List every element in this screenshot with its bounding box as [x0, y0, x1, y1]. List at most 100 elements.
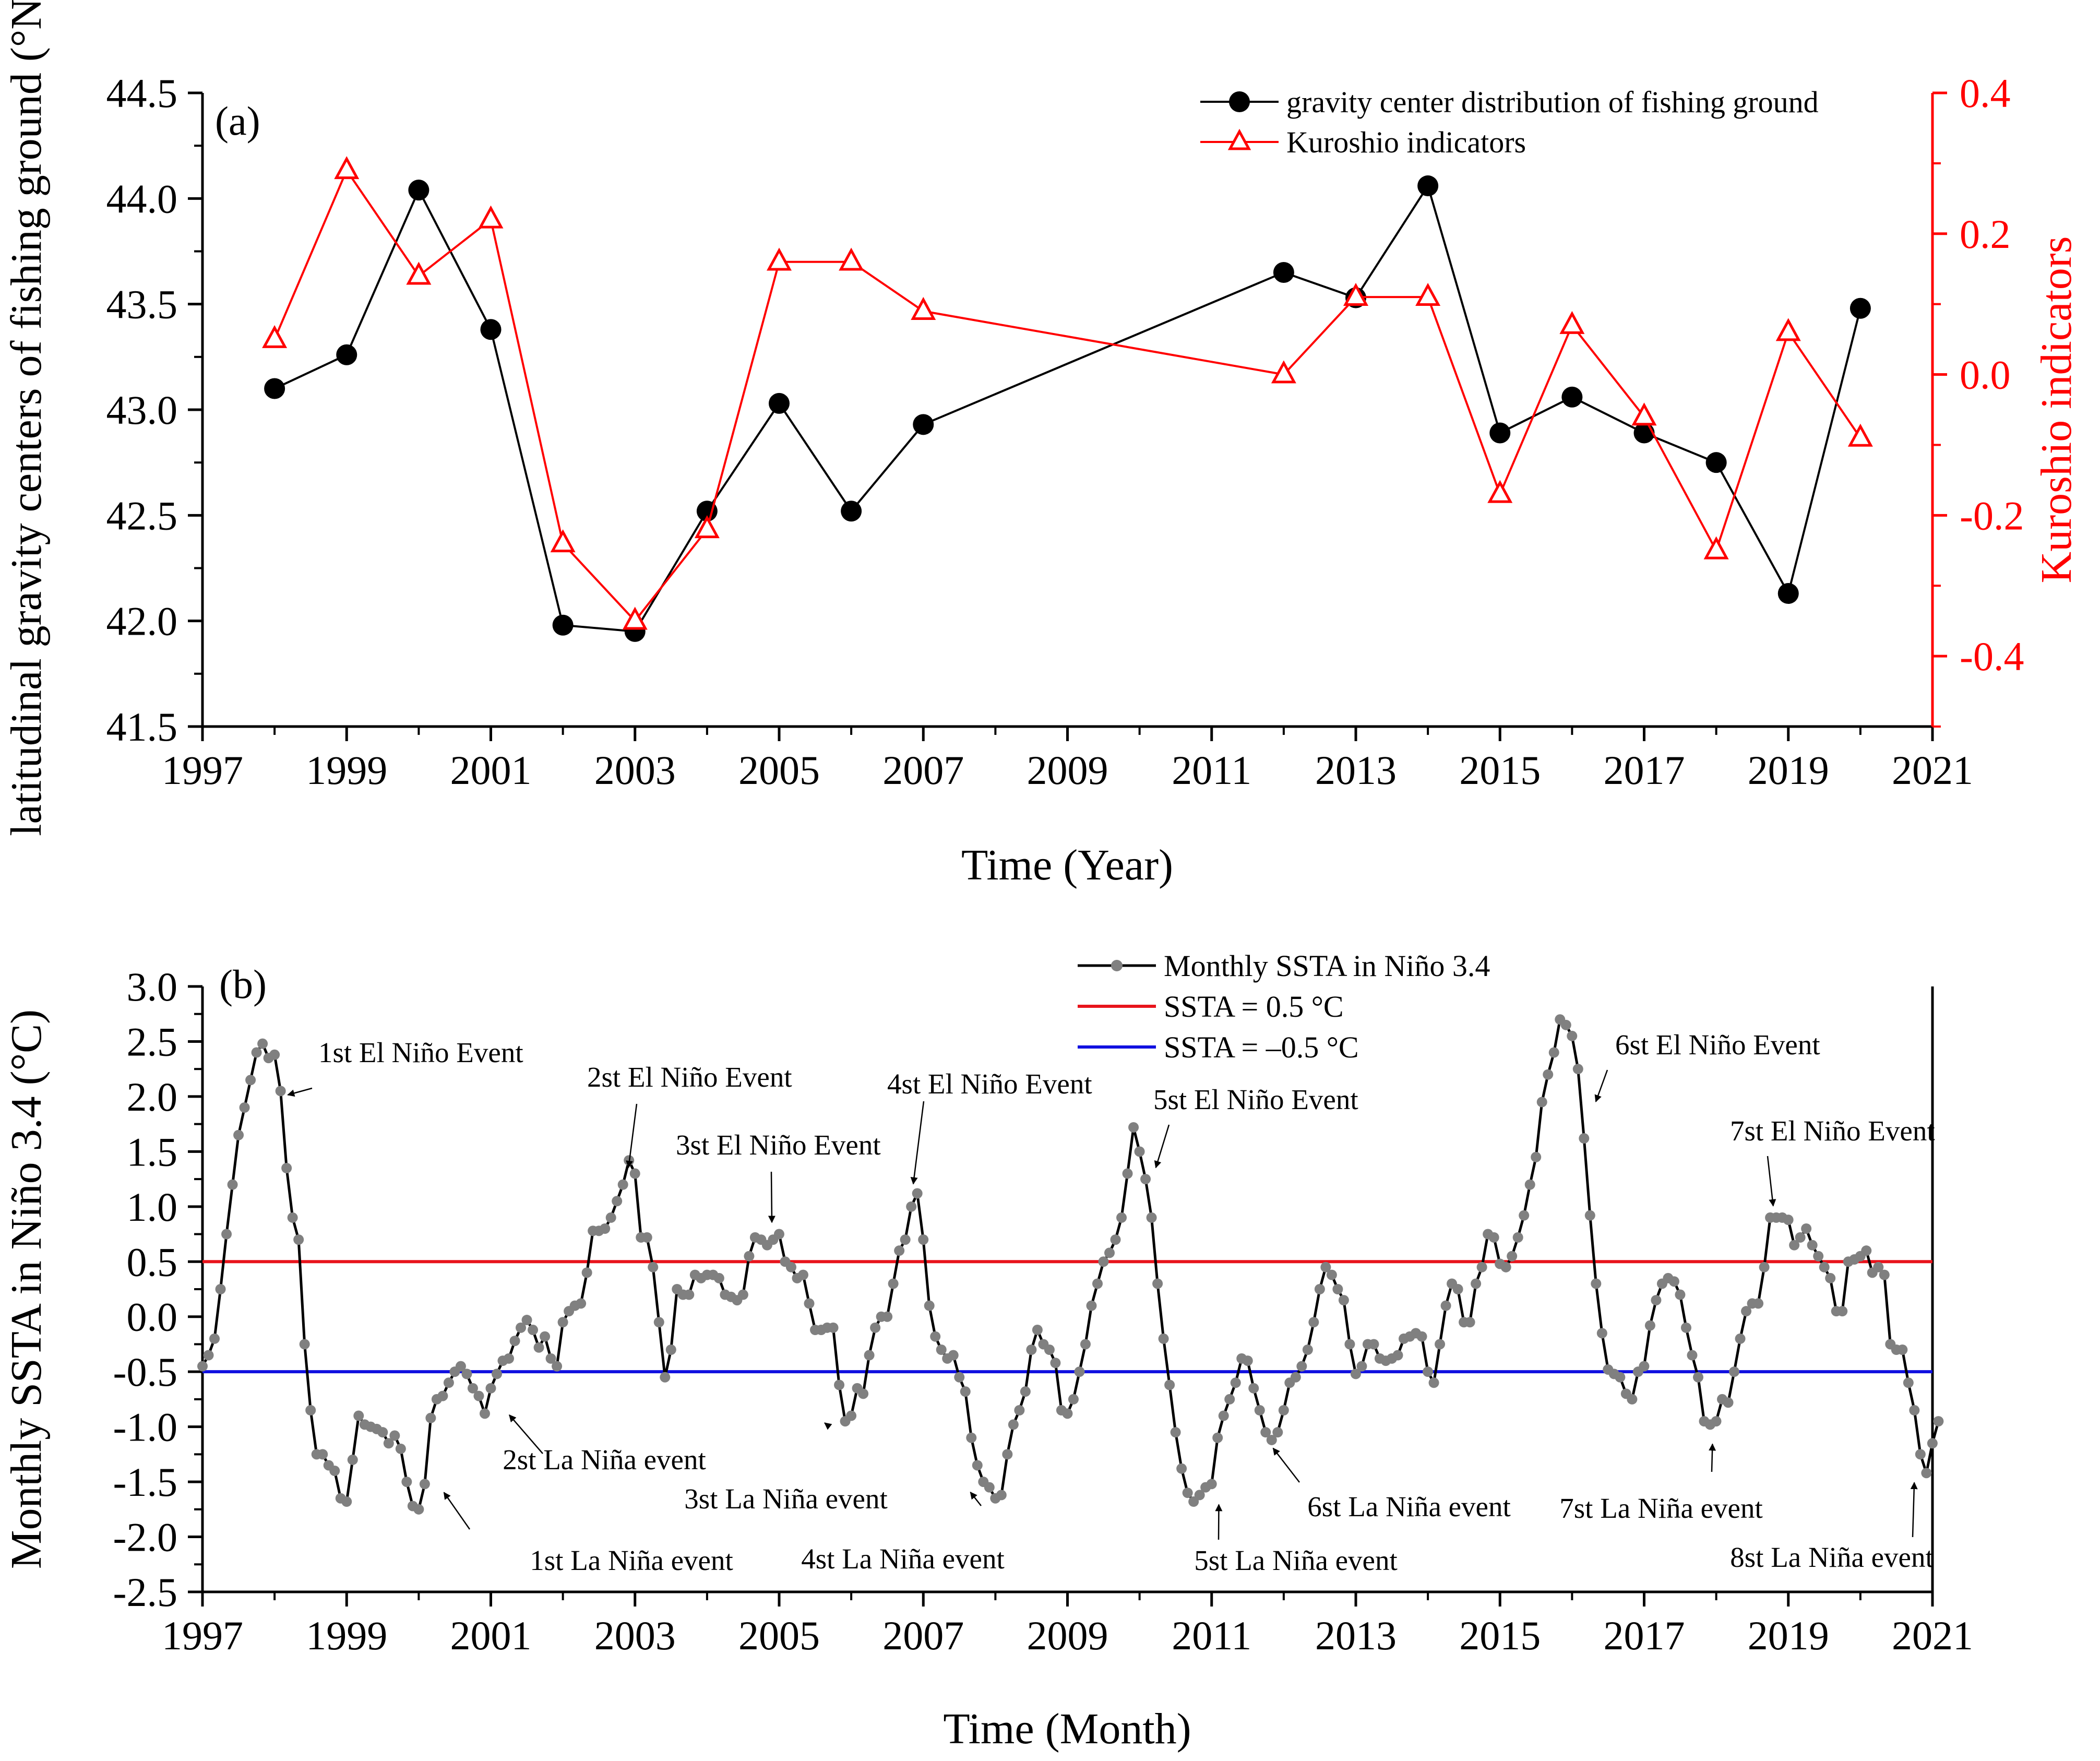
event-annotation-label: 1st El Niño Event	[318, 1037, 523, 1068]
y-tick-label: 41.5	[106, 704, 178, 749]
ssta-point	[1146, 1212, 1157, 1223]
b-x-tick-label: 2001	[450, 1613, 532, 1658]
ssta-point	[533, 1342, 544, 1353]
event-annotation-arrow	[1910, 1482, 1918, 1538]
ssta-point	[1873, 1262, 1884, 1272]
ssta-point	[1795, 1232, 1806, 1243]
event-annotation-label: 4st La Niña event	[801, 1543, 1004, 1575]
ssta-point	[906, 1201, 917, 1212]
event-annotation-label: 4st El Niño Event	[887, 1068, 1092, 1100]
legend-gravity-marker	[1229, 91, 1250, 112]
ssta-point	[275, 1086, 286, 1097]
ssta-point	[1615, 1372, 1626, 1383]
gravity-point	[1850, 298, 1871, 319]
legend-gravity-label: gravity center distribution of fishing g…	[1286, 85, 1819, 119]
ssta-point	[1741, 1306, 1752, 1317]
ssta-point	[576, 1298, 587, 1309]
gravity-point	[264, 378, 285, 399]
ssta-point	[1471, 1278, 1482, 1289]
ssta-point	[1254, 1405, 1265, 1415]
ssta-point	[581, 1267, 592, 1278]
ssta-point	[629, 1168, 640, 1179]
event-annotation-label: 6st El Niño Event	[1615, 1029, 1820, 1061]
ssta-point	[437, 1390, 448, 1401]
event-annotation-label: 7st La Niña event	[1559, 1492, 1762, 1524]
gravity-point	[1561, 386, 1583, 408]
b-y-tick-label: 0.0	[127, 1294, 178, 1340]
y-tick-label: 42.0	[106, 599, 178, 644]
b-x-tick-label: 1999	[306, 1613, 387, 1658]
ssta-point	[1711, 1416, 1722, 1427]
y-axis-title: latitudinal gravity centers of fishing g…	[2, 0, 51, 836]
ssta-point	[797, 1269, 808, 1280]
kuroshio-series-line	[273, 168, 1862, 623]
ssta-point	[227, 1179, 238, 1190]
kuroshio-point	[1847, 423, 1873, 447]
ssta-point	[1044, 1344, 1055, 1355]
ssta-point	[653, 1317, 664, 1328]
y-tick-label: 43.5	[106, 282, 178, 327]
ssta-point	[713, 1272, 724, 1283]
ssta-point	[1927, 1438, 1938, 1449]
ssta-point	[1596, 1328, 1607, 1339]
kuroshio-point	[1775, 318, 1801, 341]
ssta-point	[1242, 1355, 1253, 1366]
y2-axis-title: Kuroshio indicators	[2032, 236, 2081, 584]
ssta-point	[1909, 1405, 1920, 1415]
ssta-point	[1266, 1434, 1277, 1445]
ssta-point	[467, 1383, 478, 1394]
kuroshio-point	[911, 296, 936, 320]
gravity-point	[336, 344, 357, 365]
ssta-point	[1320, 1262, 1331, 1272]
ssta-point	[1524, 1179, 1535, 1190]
ssta-point	[1668, 1276, 1679, 1287]
ssta-point	[1008, 1419, 1019, 1430]
gravity-point	[696, 501, 718, 522]
ssta-point	[473, 1390, 484, 1401]
ssta-point	[347, 1454, 358, 1465]
ssta-point	[1572, 1064, 1583, 1075]
event-annotation-arrow	[443, 1492, 471, 1530]
ssta-point	[1020, 1386, 1031, 1397]
kuroshio-point	[1631, 402, 1657, 426]
ssta-point	[1050, 1358, 1061, 1369]
ssta-point	[1783, 1215, 1794, 1225]
ssta-point	[1134, 1146, 1145, 1157]
ssta-point	[1152, 1278, 1163, 1289]
gravity-point	[1633, 422, 1655, 444]
event-annotation-label: 1st La Niña event	[530, 1544, 733, 1576]
b-y-tick-label: -0.5	[113, 1349, 177, 1395]
ssta-point	[1302, 1344, 1313, 1355]
b-y-tick-label: 1.5	[127, 1129, 178, 1174]
x-tick-label: 2015	[1459, 747, 1541, 793]
legend-pos-label: SSTA = 0.5 °C	[1164, 990, 1344, 1024]
b-y-axis-title: Monthly SSTA in Niño 3.4 (°C)	[2, 1009, 51, 1569]
ssta-point	[317, 1449, 328, 1460]
y-tick-label: 42.5	[106, 493, 178, 538]
ssta-point	[804, 1298, 815, 1309]
ssta-point	[491, 1369, 502, 1379]
b-y-tick-label: 1.0	[127, 1184, 178, 1230]
ssta-point	[1062, 1408, 1073, 1419]
ssta-point	[1110, 1234, 1121, 1245]
ssta-point	[1176, 1463, 1187, 1474]
b-x-axis-title: Time (Month)	[943, 1705, 1191, 1753]
panel-a-chart: 1997 1999 2001 2003 2005 2007 2009 2011 2013 2015…	[2, 0, 2081, 889]
gravity-point	[1417, 175, 1439, 197]
kuroshio-point	[1271, 360, 1296, 384]
kuroshio-point	[1559, 311, 1585, 334]
ssta-point	[864, 1350, 875, 1361]
ssta-point	[245, 1075, 256, 1086]
ssta-point	[1182, 1488, 1193, 1498]
ssta-point	[1428, 1377, 1439, 1388]
ssta-point	[455, 1361, 466, 1372]
b-x-tick-label: 2015	[1459, 1613, 1541, 1658]
b-y-tick-label: -1.5	[113, 1459, 177, 1505]
y2-tick-label: 0.0	[1960, 352, 2011, 398]
ssta-point	[479, 1408, 490, 1419]
ssta-point	[1188, 1496, 1199, 1507]
ssta-point	[1092, 1278, 1103, 1289]
ssta-point	[485, 1383, 496, 1394]
ssta-point	[1591, 1278, 1602, 1289]
